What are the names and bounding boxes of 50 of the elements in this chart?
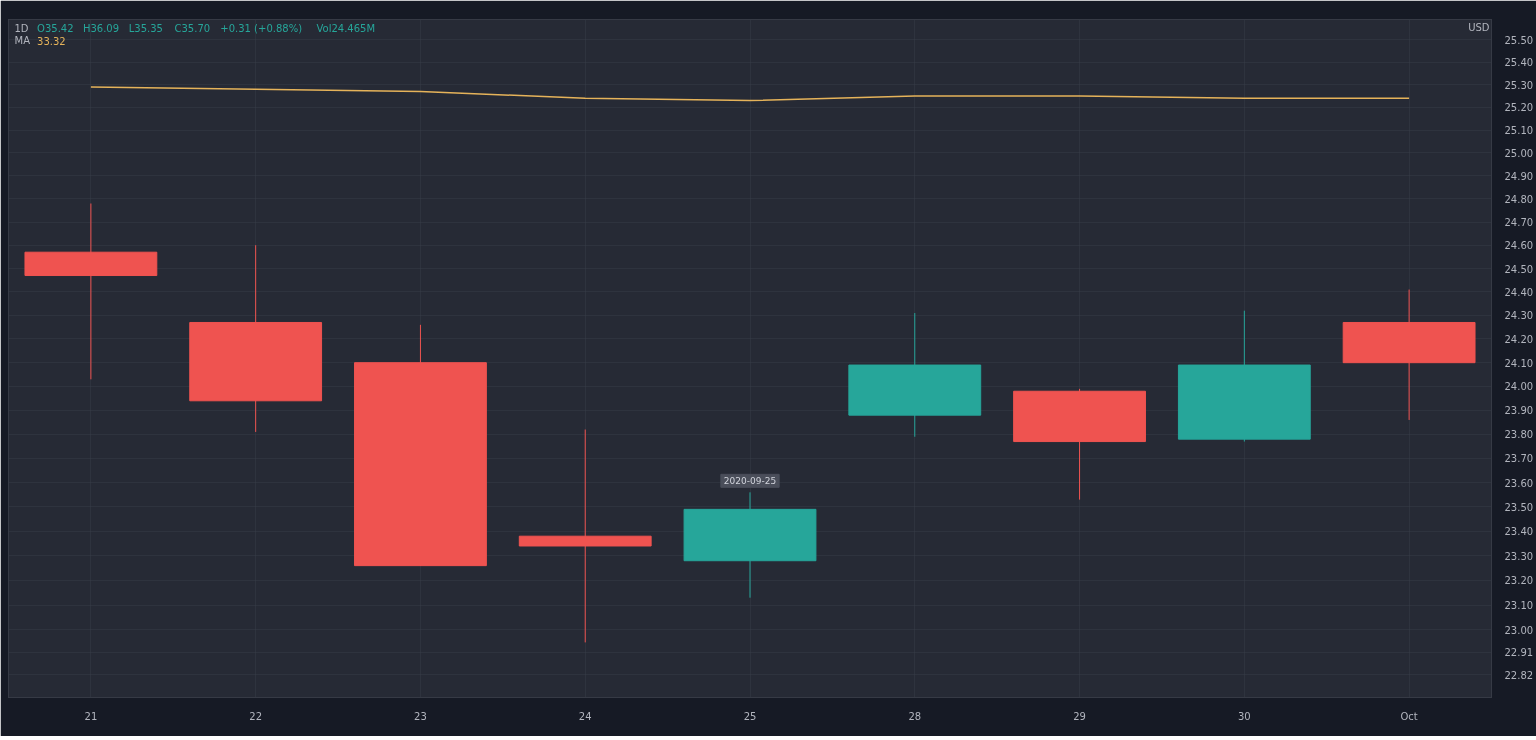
y-tick-label: 23.00 <box>1504 624 1534 636</box>
x-tick-label: 21 <box>84 710 98 722</box>
annotation: +0.31 (+0.88%) <box>220 23 303 34</box>
x-tick-label: 23 <box>414 710 427 722</box>
annotation: O35.42 <box>37 23 74 34</box>
y-tick-label: 25.00 <box>1504 147 1534 159</box>
y-tick-label: 24.50 <box>1504 263 1534 275</box>
y-tick-label: 22.91 <box>1504 647 1534 659</box>
y-tick-label: 24.90 <box>1504 170 1534 182</box>
y-tick-label: 24.40 <box>1504 286 1534 298</box>
y-tick-label: 24.70 <box>1504 217 1534 229</box>
x-tick-label: 24 <box>578 710 592 722</box>
x-tick-label: 22 <box>249 710 263 722</box>
x-tick-label: 29 <box>1073 710 1086 722</box>
annotation: Vol24.465M <box>316 23 376 34</box>
y-tick-label: 24.30 <box>1504 310 1534 322</box>
y-tick-label: 23.30 <box>1504 550 1534 562</box>
text: MA <box>14 35 31 46</box>
y-tick-label: 24.20 <box>1504 334 1534 345</box>
annotation: 2020-09-25 <box>723 476 777 487</box>
y-tick-label: 25.30 <box>1504 79 1534 91</box>
y-tick-label: 25.40 <box>1504 57 1534 69</box>
annotation: L35.35 <box>128 23 163 34</box>
y-tick-label: 25.10 <box>1504 125 1534 137</box>
y-tick-label: 24.10 <box>1504 357 1534 369</box>
chart-title: 1D <box>14 23 29 34</box>
y-tick-label: 23.60 <box>1504 477 1534 489</box>
y-tick-label: 25.20 <box>1504 102 1534 114</box>
y-tick-label: 23.10 <box>1504 600 1534 612</box>
y-tick-label: 24.60 <box>1504 240 1534 252</box>
y-tick-label: 25.50 <box>1504 34 1534 46</box>
candlestick <box>518 429 652 643</box>
x-tick-label: Oct <box>1400 710 1418 722</box>
y-tick-label: 23.40 <box>1504 526 1534 538</box>
x-tick-label: 25 <box>743 710 757 722</box>
annotation: C35.70 <box>174 23 211 34</box>
y-axis-title: USD <box>1468 22 1490 33</box>
line-series <box>90 86 1410 102</box>
annotation: H36.09 <box>82 23 120 34</box>
y-tick-label: 23.50 <box>1504 501 1534 513</box>
y-tick-label: 24.80 <box>1504 193 1534 205</box>
y-tick-label: 23.70 <box>1504 453 1534 465</box>
y-tick-label: 23.20 <box>1504 575 1534 587</box>
annotation: 33.32 <box>37 35 66 47</box>
y-tick-label: 24.00 <box>1504 381 1534 393</box>
x-tick-label: 28 <box>908 710 922 722</box>
y-tick-label: 23.80 <box>1504 429 1534 441</box>
x-tick-label: 30 <box>1237 710 1251 722</box>
y-tick-label: 23.90 <box>1504 405 1534 417</box>
y-tick-label: 22.82 <box>1504 669 1534 681</box>
